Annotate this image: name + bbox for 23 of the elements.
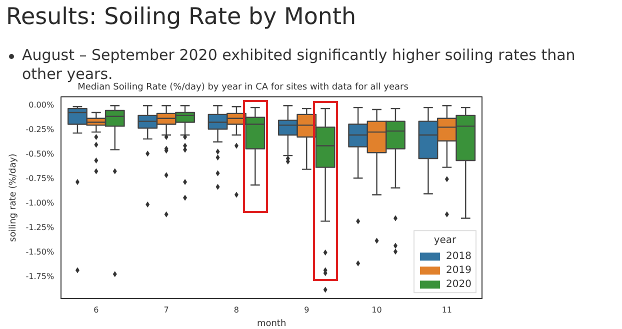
legend-label: 2018: [446, 251, 472, 262]
chart-subtitle: Median Soiling Rate (%/day) by year in CA for sites with data for all years: [78, 82, 409, 93]
y-tick-label: -0.50%: [26, 150, 54, 159]
y-tick-label: -1.50%: [26, 248, 54, 257]
y-tick-label: -0.25%: [26, 125, 54, 134]
x-axis-title: month: [256, 318, 286, 329]
x-tick-label: 10: [372, 305, 382, 314]
x-tick-label: 6: [94, 305, 99, 314]
y-tick-label: 0.00%: [28, 100, 54, 110]
x-tick-label: 11: [442, 305, 452, 314]
legend-label: 2019: [446, 265, 472, 276]
y-tick-label: -0.75%: [26, 174, 54, 184]
y-tick-label: -1.75%: [26, 272, 54, 282]
text: August – September 2020 exhibited significantly higher soiling rates than other years.: [22, 46, 576, 83]
x-tick-label: 9: [304, 305, 310, 314]
x-tick-label: 8: [234, 305, 240, 314]
legend-label: 2020: [446, 279, 472, 290]
chart-title: Results: Soiling Rate by Month: [6, 4, 356, 30]
x-tick-label: 7: [164, 305, 169, 314]
y-tick-label: -1.00%: [26, 198, 54, 208]
y-tick-label: -1.25%: [26, 223, 54, 232]
legend-title: year: [434, 235, 458, 246]
y-axis-title: soiling rate (%/day): [8, 154, 19, 242]
